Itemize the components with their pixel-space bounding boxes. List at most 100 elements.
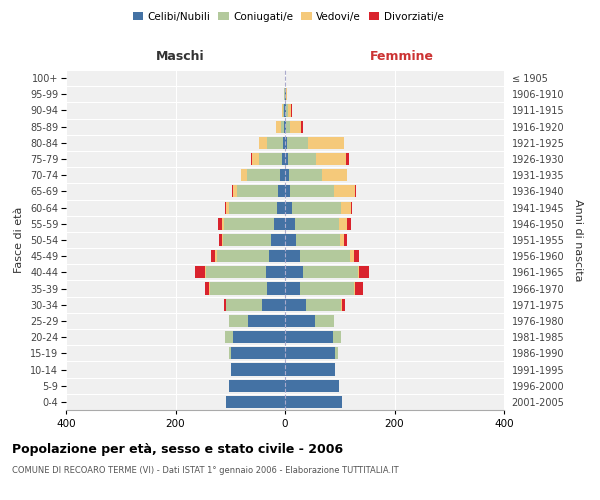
Bar: [229, 315, 248, 327]
Text: Popolazione per età, sesso e stato civile - 2006: Popolazione per età, sesso e stato civil…: [12, 442, 343, 456]
Bar: [285, 202, 292, 213]
Bar: [292, 202, 341, 213]
Bar: [248, 315, 285, 327]
Bar: [226, 298, 262, 311]
Bar: [286, 120, 290, 132]
Bar: [302, 266, 358, 278]
Bar: [269, 250, 285, 262]
Bar: [220, 234, 222, 246]
Bar: [296, 234, 340, 246]
Bar: [252, 153, 259, 165]
Bar: [285, 315, 315, 327]
Bar: [215, 250, 217, 262]
Bar: [350, 250, 354, 262]
Bar: [276, 120, 281, 132]
Bar: [251, 153, 252, 165]
Bar: [286, 104, 288, 117]
Bar: [359, 266, 370, 278]
Bar: [346, 153, 349, 165]
Bar: [268, 282, 285, 294]
Bar: [295, 218, 338, 230]
Bar: [291, 104, 292, 117]
Bar: [266, 266, 285, 278]
Bar: [283, 137, 285, 149]
Bar: [354, 250, 359, 262]
Bar: [225, 202, 226, 213]
Bar: [358, 266, 359, 278]
Bar: [205, 266, 206, 278]
Bar: [354, 282, 355, 294]
Bar: [226, 202, 229, 213]
Bar: [301, 282, 354, 294]
Bar: [226, 396, 285, 408]
Text: COMUNE DI RECOARO TERME (VI) - Dati ISTAT 1° gennaio 2006 - Elaborazione TUTTITA: COMUNE DI RECOARO TERME (VI) - Dati ISTA…: [12, 466, 398, 475]
Bar: [355, 186, 356, 198]
Bar: [224, 218, 274, 230]
Bar: [218, 218, 222, 230]
Bar: [277, 202, 285, 213]
Bar: [241, 169, 247, 181]
Bar: [285, 153, 288, 165]
Bar: [288, 153, 316, 165]
Bar: [288, 104, 291, 117]
Bar: [290, 120, 301, 132]
Bar: [229, 380, 285, 392]
Bar: [322, 169, 347, 181]
Bar: [281, 120, 284, 132]
Bar: [285, 137, 287, 149]
Bar: [285, 218, 295, 230]
Bar: [274, 218, 285, 230]
Bar: [308, 137, 344, 149]
Bar: [338, 218, 347, 230]
Bar: [285, 364, 335, 376]
Bar: [285, 250, 301, 262]
Bar: [285, 266, 302, 278]
Bar: [233, 186, 238, 198]
Text: Femmine: Femmine: [370, 50, 434, 62]
Bar: [259, 137, 268, 149]
Bar: [306, 298, 341, 311]
Bar: [225, 331, 233, 343]
Bar: [344, 234, 347, 246]
Bar: [232, 186, 233, 198]
Bar: [210, 282, 268, 294]
Bar: [316, 153, 346, 165]
Bar: [205, 282, 209, 294]
Bar: [211, 250, 215, 262]
Bar: [333, 331, 341, 343]
Bar: [247, 169, 280, 181]
Bar: [301, 250, 350, 262]
Bar: [206, 266, 266, 278]
Bar: [285, 120, 286, 132]
Y-axis label: Anni di nascita: Anni di nascita: [573, 198, 583, 281]
Bar: [224, 298, 226, 311]
Bar: [233, 331, 285, 343]
Bar: [271, 234, 285, 246]
Bar: [259, 153, 282, 165]
Bar: [287, 137, 308, 149]
Bar: [341, 202, 351, 213]
Bar: [229, 348, 232, 360]
Bar: [285, 186, 290, 198]
Bar: [194, 266, 205, 278]
Bar: [335, 348, 338, 360]
Bar: [285, 298, 306, 311]
Bar: [355, 282, 363, 294]
Bar: [232, 364, 285, 376]
Bar: [285, 396, 343, 408]
Bar: [283, 104, 284, 117]
Bar: [222, 234, 223, 246]
Bar: [268, 137, 283, 149]
Bar: [280, 169, 285, 181]
Text: Maschi: Maschi: [155, 50, 205, 62]
Legend: Celibi/Nubili, Coniugati/e, Vedovi/e, Divorziati/e: Celibi/Nubili, Coniugati/e, Vedovi/e, Di…: [128, 8, 448, 26]
Bar: [334, 186, 355, 198]
Bar: [278, 186, 285, 198]
Bar: [315, 315, 334, 327]
Bar: [301, 120, 302, 132]
Bar: [223, 234, 271, 246]
Bar: [286, 88, 287, 101]
Bar: [282, 153, 285, 165]
Bar: [289, 169, 322, 181]
Bar: [285, 282, 301, 294]
